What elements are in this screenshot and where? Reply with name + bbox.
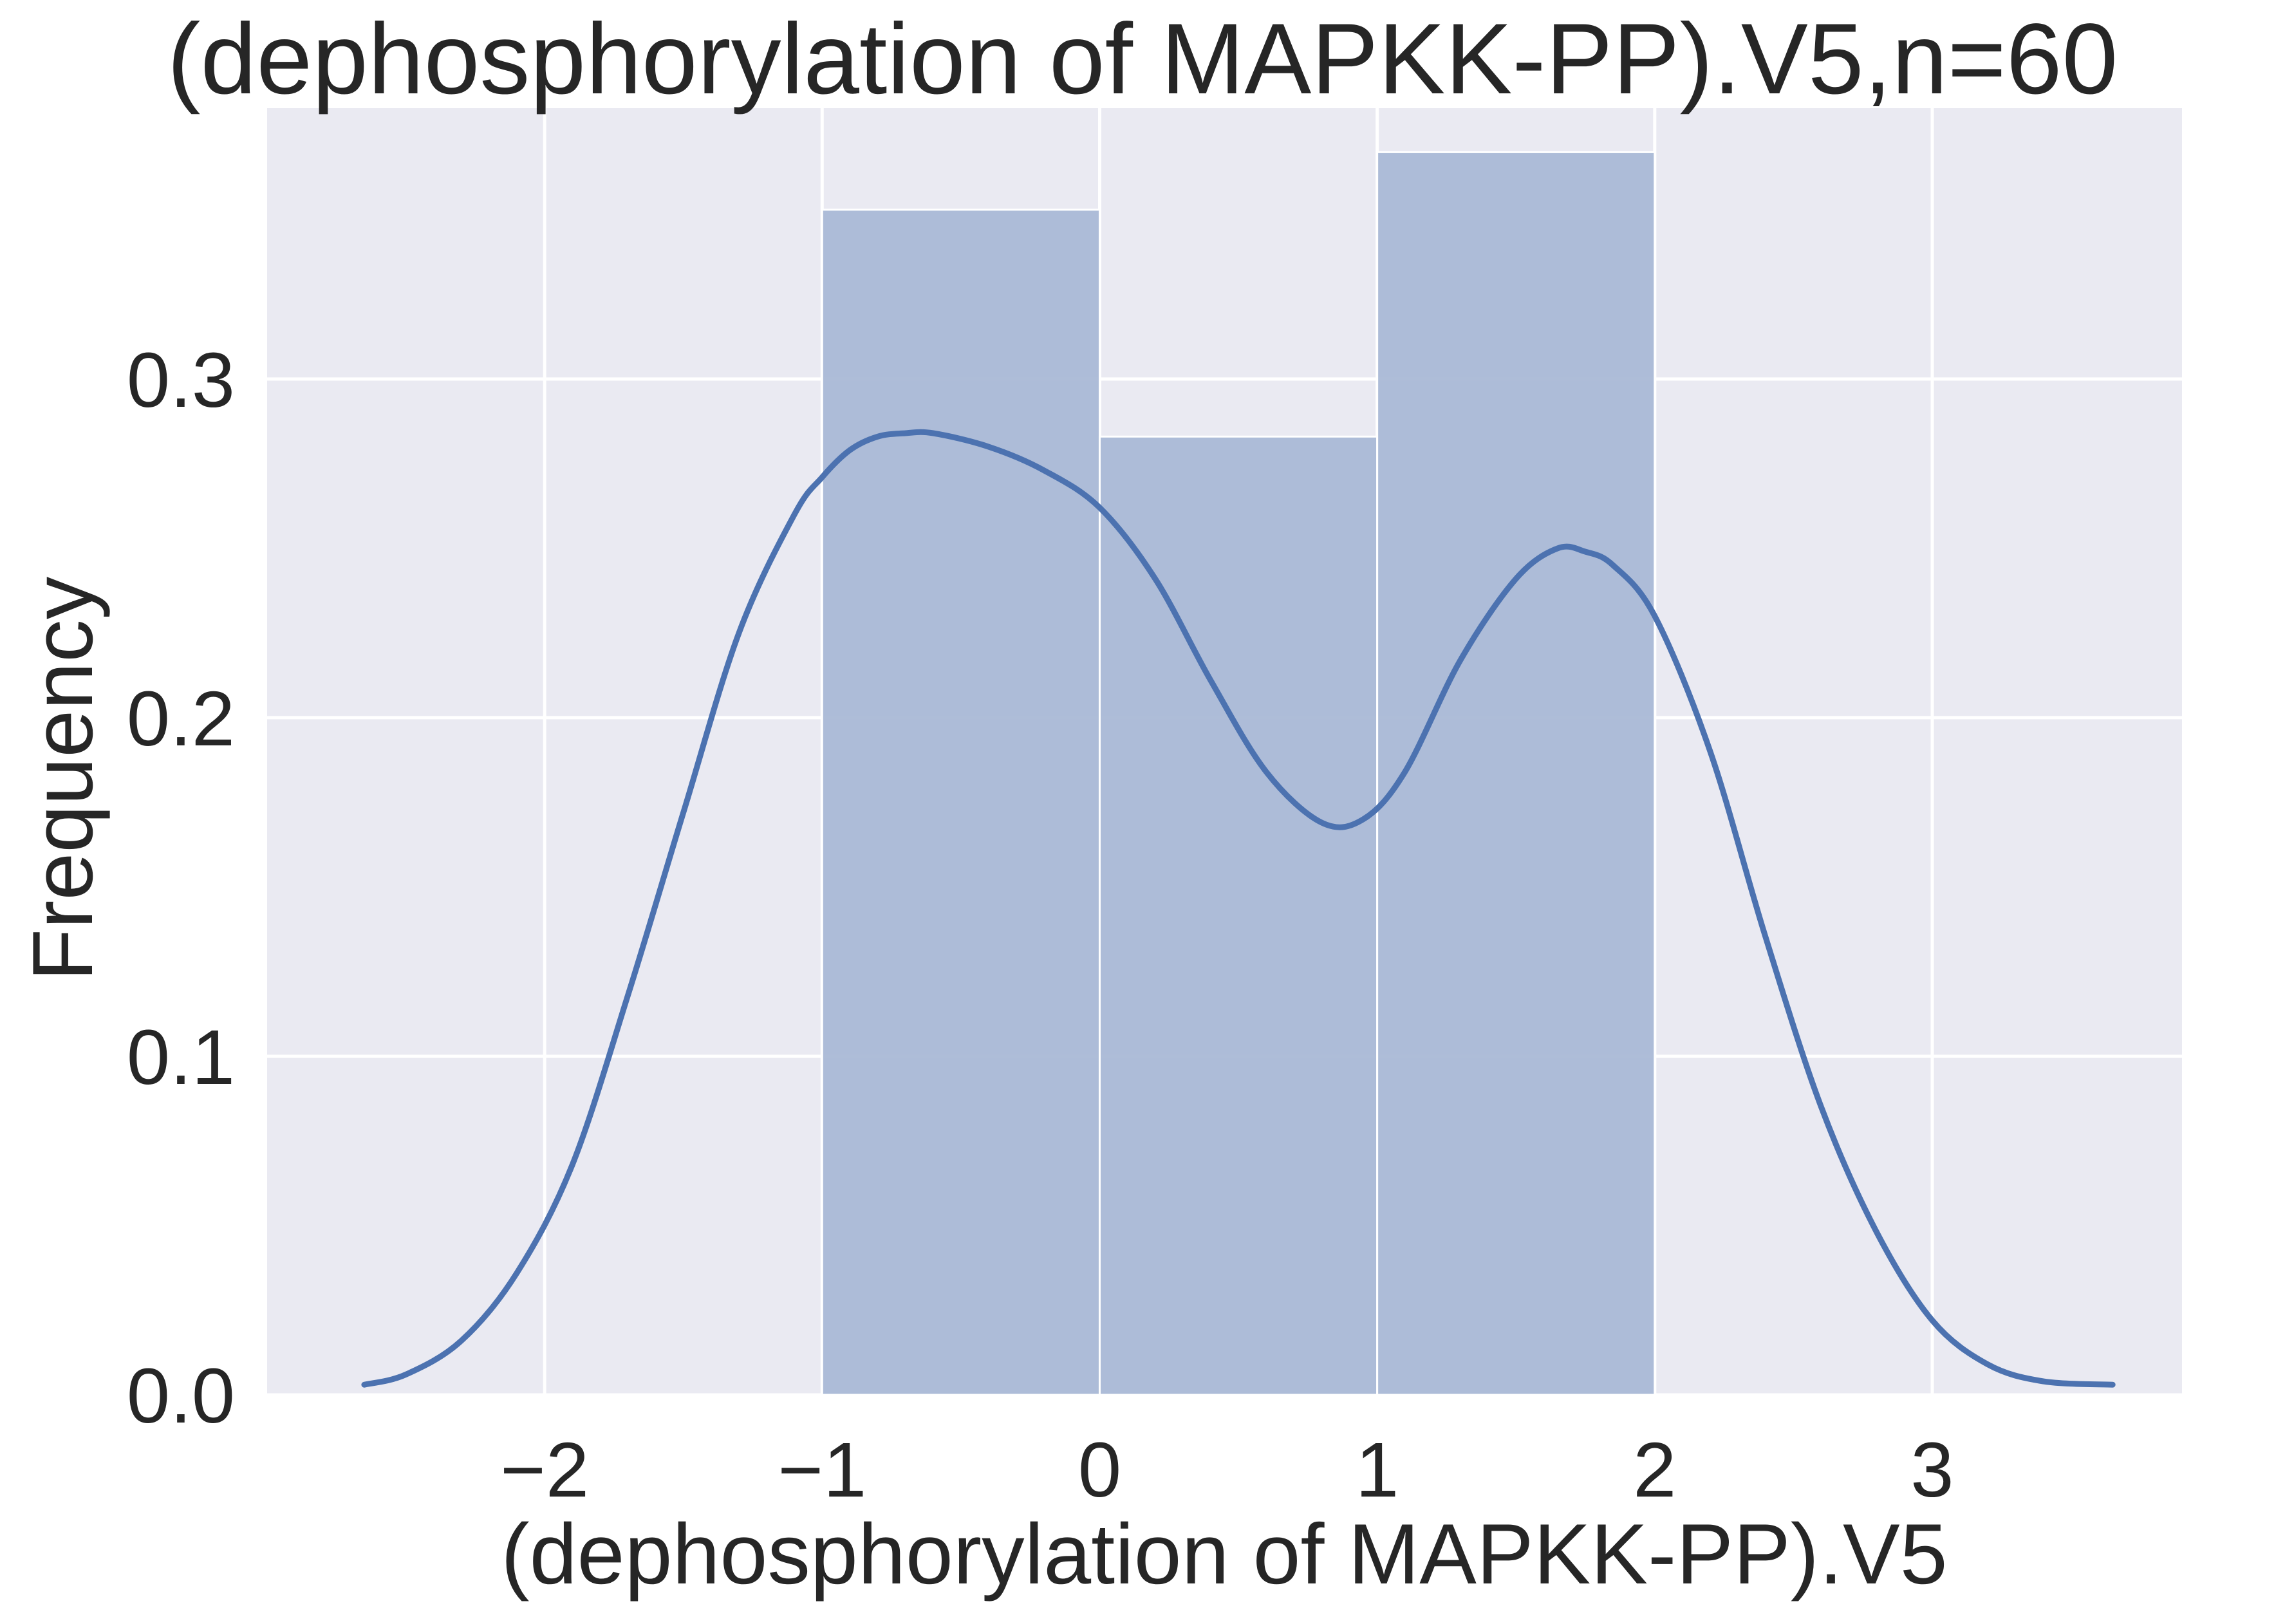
x-tick-label: −1 — [778, 1426, 866, 1513]
chart-title: (dephosphorylation of MAPKK-PP).V5,n=60 — [167, 3, 2118, 115]
x-tick-label: 1 — [1356, 1426, 1399, 1513]
y-tick-label: 0.0 — [127, 1352, 235, 1439]
x-tick-label: 2 — [1633, 1426, 1676, 1513]
x-axis-label: (dephosphorylation of MAPKK-PP).V5 — [501, 1507, 1947, 1602]
x-tick-label: 3 — [1910, 1426, 1954, 1513]
y-tick-labels: 0.0 0.1 0.2 0.3 — [127, 336, 235, 1439]
y-tick-label: 0.2 — [127, 675, 235, 762]
histogram-bars — [821, 151, 1656, 1396]
histogram-bar-1 — [1098, 435, 1379, 1396]
y-tick-label: 0.1 — [127, 1013, 235, 1101]
histogram-bar-2 — [1376, 151, 1656, 1396]
x-tick-labels: −2 −1 0 1 2 3 — [500, 1426, 1954, 1513]
y-tick-label: 0.3 — [127, 336, 235, 424]
x-tick-label: 0 — [1078, 1426, 1121, 1513]
kde-curve — [361, 429, 2116, 1388]
y-axis-label: Frequency — [15, 576, 111, 981]
histogram-bar-0 — [821, 209, 1101, 1396]
x-tick-label: −2 — [500, 1426, 589, 1513]
